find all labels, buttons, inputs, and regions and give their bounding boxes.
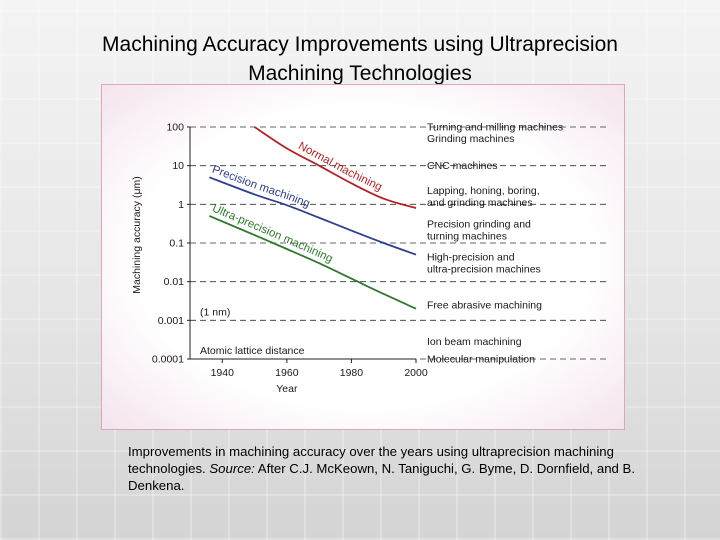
curve-label-text: Normal machining: [296, 140, 384, 193]
accuracy-chart: 100 10 1 0.1 0.01 0.001 0.0001 1940 1960 1980 2000…: [131, 122, 608, 396]
x-tick-label: 2000: [404, 367, 428, 379]
right-label: Precision grinding and: [427, 218, 531, 230]
chart-series: [209, 126, 417, 310]
inner-label: (1 nm): [200, 306, 230, 318]
inner-label: Atomic lattice distance: [200, 345, 305, 357]
chart-axes: 100 10 1 0.1 0.01 0.001 0.0001 1940 1960 1980 2000…: [131, 122, 428, 396]
right-label: turning machines: [427, 230, 507, 242]
curve-label: Ultra-precision machining: [210, 203, 334, 266]
y-tick-label: 0.001: [158, 315, 184, 327]
curve-label-text: Ultra-precision machining: [210, 203, 334, 266]
y-tick-label: 100: [166, 122, 184, 134]
right-label: ultra-precision machines: [427, 264, 541, 276]
caption-text: Improvements in machining accuracy over …: [128, 444, 614, 476]
slide-title: Machining Accuracy Improvements using Ul…: [0, 30, 720, 88]
right-label: High-precision and: [427, 252, 515, 264]
y-tick-label: 0.0001: [152, 354, 184, 366]
y-tick-label: 1: [178, 199, 184, 211]
curve-label: Precision machining: [210, 164, 311, 211]
curve-label: Normal machining: [296, 140, 384, 193]
y-tick-label: 10: [172, 160, 184, 172]
dashed-reference-lines: [190, 126, 608, 360]
right-label: Lapping, honing, boring,: [427, 185, 540, 197]
series-line: [209, 215, 417, 310]
y-tick-label: 0.1: [169, 238, 184, 250]
curve-label-text: Precision machining: [210, 164, 311, 211]
y-tick-label: 0.01: [164, 276, 185, 288]
title-line-2: Machining Technologies: [248, 62, 472, 85]
x-tick-label: 1940: [211, 367, 235, 379]
chart-figure: 100 10 1 0.1 0.01 0.001 0.0001 1940 1960 1980 2000…: [101, 84, 625, 430]
series-line: [209, 176, 417, 256]
x-tick-label: 1960: [275, 367, 299, 379]
right-label: and grinding machines: [427, 197, 533, 209]
right-label: CNC machines: [427, 160, 498, 172]
right-label: Ion beam machining: [427, 336, 522, 348]
x-axis-title: Year: [276, 383, 298, 395]
right-label: Free abrasive machining: [427, 299, 542, 311]
series-line: [254, 126, 417, 209]
x-tick-label: 1980: [340, 367, 364, 379]
figure-caption: Improvements in machining accuracy over …: [128, 443, 668, 494]
y-axis-title: Machining accuracy (μm): [131, 176, 143, 294]
title-line-1: Machining Accuracy Improvements using Ul…: [102, 33, 618, 56]
right-label: Molecular manipulation: [427, 354, 535, 366]
caption-source-label: Source:: [209, 461, 255, 476]
right-label: Grinding machines: [427, 133, 515, 145]
caption-source-text: After C.J. McKeown, N. Taniguchi, G. Bym…: [128, 461, 635, 493]
right-label: Turning and milling machines: [427, 122, 563, 134]
